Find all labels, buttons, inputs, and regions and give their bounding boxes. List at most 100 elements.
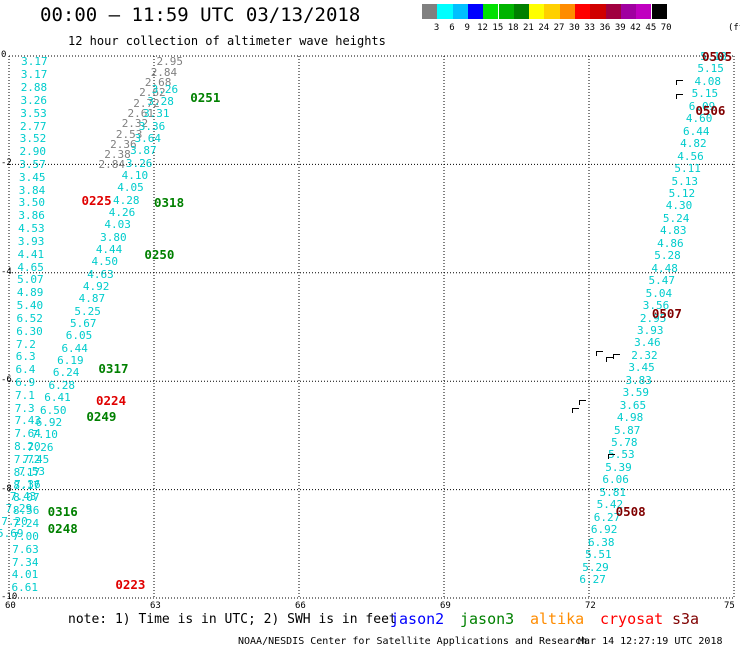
credit-text: NOAA/NESDIS Center for Satellite Applica…: [238, 636, 588, 647]
legend-swatch: [590, 4, 606, 19]
y-tick-label: -4: [1, 266, 12, 277]
wave-height-value: 8.07: [13, 491, 40, 505]
wave-height-value: 7.43: [9, 489, 37, 503]
wave-height-value: 3.59: [622, 386, 650, 400]
wave-height-value: 2.90: [19, 145, 47, 159]
wave-height-value: 4.05: [117, 181, 144, 195]
wave-height-value: 7.36: [14, 477, 41, 491]
wave-height-value: 6.44: [61, 341, 88, 355]
pass-time-label: 0249: [86, 409, 117, 425]
wave-height-value: 4.87: [78, 292, 106, 306]
wave-height-value: 5.87: [613, 423, 641, 437]
wave-height-value: 6.52: [16, 311, 43, 325]
x-tick-label: 69: [440, 601, 451, 611]
wave-height-value: 3.84: [18, 183, 46, 197]
wave-height-value: 7.53: [18, 465, 45, 479]
wave-height-value: 5.53: [608, 448, 635, 462]
wave-height-value: 7.64: [14, 427, 41, 441]
wave-height-value: 4.89: [16, 286, 44, 300]
wave-height-value: 5.18: [700, 50, 727, 63]
pass-time-label: 0225: [81, 192, 112, 208]
wave-height-value: 6.92: [35, 415, 63, 429]
wave-height-value: 5.29: [582, 560, 609, 574]
pass-time-label: 0316: [47, 504, 78, 520]
wave-height-value: 5.40: [16, 299, 44, 313]
timestamp-text: Mar 14 12:27:19 UTC 2018: [578, 636, 723, 647]
wave-height-value: 3.53: [20, 106, 47, 120]
legend-swatch: [467, 4, 484, 19]
legend-unit: (ft): [728, 23, 740, 33]
wave-height-value: 3.17: [21, 55, 48, 69]
wave-height-value: 2.61: [127, 106, 155, 120]
wave-height-value: 4.56: [677, 149, 704, 163]
wave-height-value: 7.2: [15, 337, 36, 351]
wave-height-value: 2.95: [639, 311, 667, 325]
wave-height-value: 4.30: [665, 199, 693, 213]
wave-height-value: 2.53: [115, 127, 143, 141]
x-tick-label: 63: [150, 601, 161, 611]
coastline-fragment: [608, 454, 616, 460]
coastline-fragment: [676, 93, 683, 99]
pass-time-label: 0505: [702, 49, 733, 64]
y-tick-label: -6: [1, 375, 12, 386]
wave-height-value: 2.77: [19, 119, 47, 133]
wave-height-value: 5.39: [605, 460, 632, 474]
wave-height-value: 5.12: [668, 186, 696, 200]
legend-label: 42: [630, 23, 641, 33]
pass-time-label: 0224: [96, 393, 127, 409]
satellite-name: altika: [530, 610, 585, 628]
wave-height-value: 5.42: [596, 498, 624, 512]
wave-height-value: 4.44: [95, 243, 123, 256]
page-subtitle: 12 hour collection of altimeter wave hei…: [68, 34, 386, 48]
legend-label: 6: [449, 23, 455, 33]
wave-height-value: 3.45: [19, 170, 46, 184]
wave-height-value: 5.15: [691, 87, 719, 101]
x-tick-label: 75: [724, 601, 735, 611]
legend-label: 12: [477, 23, 488, 33]
coastline-fragment: [596, 351, 604, 357]
pass-time-label: 0248: [47, 520, 78, 536]
pass-time-label: 0223: [115, 577, 146, 593]
x-tick-label: 60: [5, 601, 16, 611]
wave-height-value: 4.08: [694, 74, 721, 88]
wave-height-value: 5.67: [70, 317, 97, 331]
wave-height-value: 2.38: [104, 148, 131, 162]
x-tick-label: 72: [585, 601, 596, 611]
legend-label: 27: [553, 23, 565, 33]
wave-height-value: 3.93: [636, 323, 664, 337]
wave-height-value: 3.57: [19, 158, 46, 171]
legend-swatch: [636, 4, 652, 19]
wave-height-value: 5.07: [17, 273, 44, 287]
wave-height-value: 7.72: [13, 452, 41, 466]
wave-height-value: 3.64: [134, 131, 161, 145]
wave-height-value: 7.26: [27, 440, 54, 454]
legend-swatch: [651, 4, 667, 19]
legend-swatch: [498, 4, 514, 19]
wave-height-value: 4.50: [91, 255, 119, 269]
page-title: 00:00 – 11:59 UTC 03/13/2018: [40, 4, 361, 26]
wave-height-value: 4.41: [17, 247, 45, 261]
pass-time-label: 0317: [98, 360, 129, 376]
satellite-name: jason2: [390, 610, 445, 628]
wave-height-value: 2.32: [631, 348, 658, 362]
wave-height-value: 8.17: [13, 478, 40, 492]
legend-swatch: [575, 4, 591, 19]
y-tick-label: 0: [1, 50, 7, 60]
wave-height-value: 3.28: [147, 94, 174, 108]
wave-height-value: 6.50: [39, 403, 67, 417]
legend-swatch: [605, 4, 621, 19]
wave-height-value: 4.63: [87, 267, 114, 281]
pass-time-label: 0250: [144, 246, 175, 262]
satellite-name: s3a: [672, 610, 700, 628]
wave-height-value: 6.9: [15, 375, 36, 389]
legend-label: 9: [464, 23, 470, 33]
pass-time-label: 0506: [695, 103, 726, 119]
satellite-name: jason3: [460, 610, 515, 628]
wave-height-value: 5.11: [674, 162, 701, 176]
wave-height-value: 4.92: [82, 280, 110, 294]
wave-height-value: 2.84: [98, 158, 126, 172]
wave-height-value: 6.09: [688, 99, 716, 113]
wave-height-value: 6.19: [57, 354, 84, 368]
wave-height-value: 5.69: [0, 526, 24, 540]
